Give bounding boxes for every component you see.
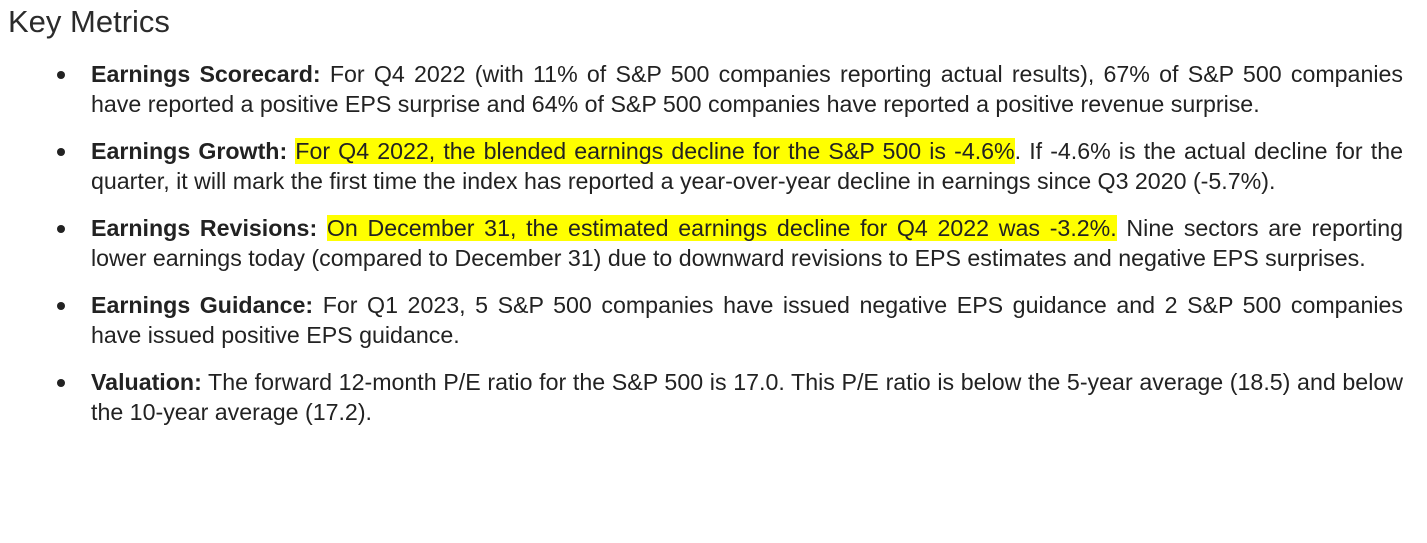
bullet-earnings-scorecard: Earnings Scorecard: For Q4 2022 (with 11… xyxy=(0,59,1427,119)
bullet-earnings-growth: Earnings Growth: For Q4 2022, the blende… xyxy=(0,136,1427,196)
bullet-text: Nine sectors are reporting lower earning… xyxy=(91,215,1403,271)
bullet-label: Earnings Growth: xyxy=(91,138,288,164)
bullet-label: Earnings Guidance: xyxy=(91,292,314,318)
bullet-earnings-guidance: Earnings Guidance: For Q1 2023, 5 S&P 50… xyxy=(0,290,1427,350)
highlighted-text: On December 31, the estimated earnings d… xyxy=(326,215,1117,241)
bullet-text: For Q4 2022 (with 11% of S&P 500 compani… xyxy=(91,61,1403,117)
bullet-dot-icon xyxy=(57,379,65,387)
bullet-valuation: Valuation: The forward 12-month P/E rati… xyxy=(0,367,1427,427)
section-title: Key Metrics xyxy=(8,4,170,39)
highlighted-text: For Q4 2022, the blended earnings declin… xyxy=(295,138,1015,164)
key-metrics-list: Earnings Scorecard: For Q4 2022 (with 11… xyxy=(0,59,1427,444)
bullet-dot-icon xyxy=(57,225,65,233)
bullet-label: Earnings Scorecard: xyxy=(91,61,321,87)
bullet-text: For Q1 2023, 5 S&P 500 companies have is… xyxy=(91,292,1403,348)
bullet-text: . If -4.6% is the actual decline for the… xyxy=(91,138,1403,194)
bullet-dot-icon xyxy=(57,302,65,310)
bullet-earnings-revisions: Earnings Revisions: On December 31, the … xyxy=(0,213,1427,273)
bullet-text: The forward 12-month P/E ratio for the S… xyxy=(91,369,1403,425)
bullet-label: Valuation: xyxy=(91,369,202,395)
bullet-label: Earnings Revisions: xyxy=(91,215,318,241)
bullet-dot-icon xyxy=(57,71,65,79)
bullet-dot-icon xyxy=(57,148,65,156)
